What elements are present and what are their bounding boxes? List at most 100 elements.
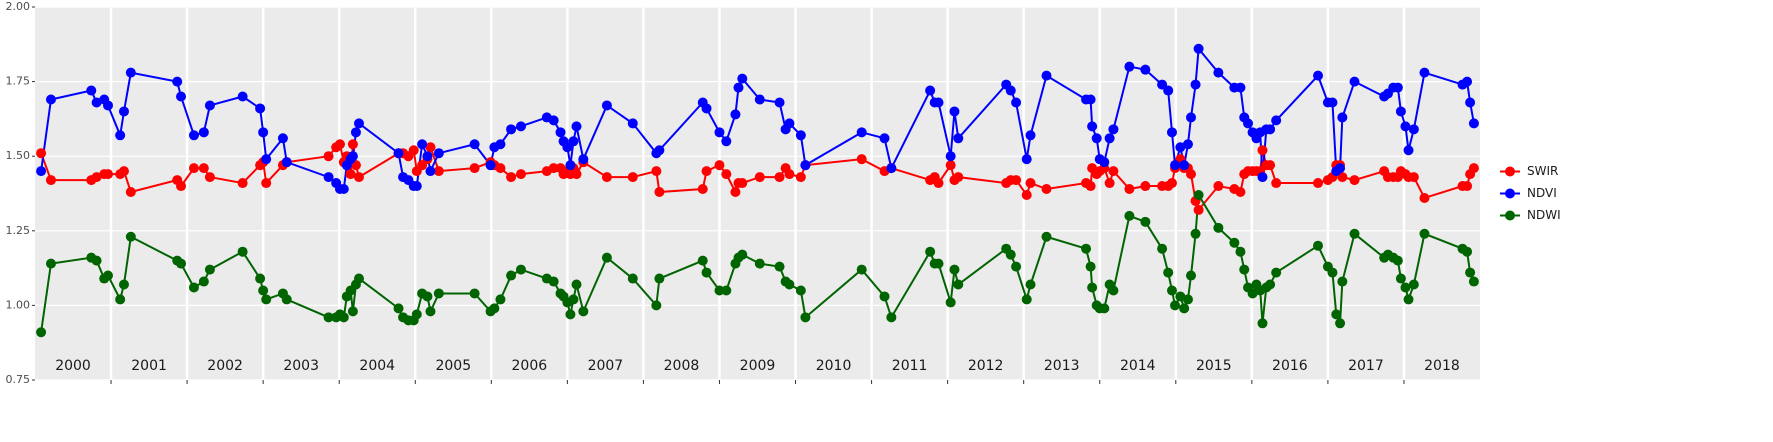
point <box>1021 189 1032 200</box>
point <box>258 285 269 296</box>
point <box>879 133 890 144</box>
point <box>353 273 364 284</box>
point <box>411 309 422 320</box>
point <box>188 163 199 174</box>
point <box>36 148 47 159</box>
x-tick-label: 2018 <box>1424 358 1460 374</box>
point <box>495 294 506 305</box>
point <box>258 127 269 138</box>
point <box>925 246 936 257</box>
point <box>1313 240 1324 251</box>
point <box>1327 267 1338 278</box>
point <box>754 94 765 105</box>
point <box>1170 300 1181 311</box>
point <box>1108 124 1119 135</box>
point <box>198 127 209 138</box>
point <box>261 178 272 189</box>
point <box>1166 285 1177 296</box>
point <box>1005 85 1016 96</box>
point <box>469 163 480 174</box>
point <box>1179 160 1190 171</box>
point <box>1186 169 1196 180</box>
point <box>237 178 248 189</box>
point <box>1327 97 1338 108</box>
point <box>601 100 612 111</box>
point <box>1349 228 1360 239</box>
point <box>754 258 765 269</box>
point <box>323 172 334 183</box>
point <box>953 133 964 144</box>
point <box>125 67 136 78</box>
point <box>1400 282 1411 293</box>
point <box>45 175 56 186</box>
point <box>571 169 582 180</box>
point <box>1166 178 1177 189</box>
point <box>1468 118 1479 129</box>
point <box>945 151 956 162</box>
point <box>737 249 748 260</box>
point <box>103 270 114 281</box>
point <box>237 91 248 102</box>
point <box>261 154 272 165</box>
point <box>91 255 102 266</box>
point <box>714 285 725 296</box>
point <box>204 172 215 183</box>
point <box>651 166 662 177</box>
point <box>730 187 741 198</box>
point <box>1091 133 1102 144</box>
point <box>1392 255 1403 266</box>
point <box>118 279 129 290</box>
point <box>1179 303 1190 314</box>
point <box>548 163 559 174</box>
point <box>1235 82 1246 93</box>
point <box>347 139 358 150</box>
point <box>261 294 272 305</box>
point <box>1081 243 1092 254</box>
point <box>1419 228 1430 239</box>
point <box>198 276 209 287</box>
point <box>1462 181 1473 192</box>
point <box>506 124 517 135</box>
point <box>1124 210 1135 221</box>
point <box>1190 79 1201 90</box>
point <box>1257 318 1268 329</box>
y-tick-label: 1.50 <box>6 149 31 162</box>
point <box>469 288 480 299</box>
point <box>469 139 480 150</box>
point <box>774 97 785 108</box>
point <box>714 127 725 138</box>
point <box>601 252 612 263</box>
point <box>1124 61 1135 72</box>
point <box>651 300 662 311</box>
point <box>571 279 582 290</box>
point <box>701 267 712 278</box>
point <box>1025 178 1036 189</box>
point <box>411 181 422 192</box>
point <box>795 285 806 296</box>
point <box>255 103 266 114</box>
point <box>45 94 56 105</box>
point <box>949 264 960 275</box>
point <box>1229 237 1240 248</box>
x-tick-label: 2013 <box>1044 358 1080 374</box>
x-tick-label: 2001 <box>131 358 167 374</box>
point <box>548 115 559 126</box>
point <box>933 178 944 189</box>
point <box>1408 172 1419 183</box>
point <box>754 172 765 183</box>
x-tick-label: 2012 <box>968 358 1004 374</box>
point <box>489 303 500 314</box>
point <box>1257 172 1268 183</box>
point <box>1085 94 1096 105</box>
point <box>115 294 126 305</box>
point <box>91 97 102 108</box>
point <box>1468 276 1479 287</box>
point <box>323 312 334 323</box>
x-tick-label: 2005 <box>435 358 471 374</box>
point <box>1337 276 1348 287</box>
point <box>1186 270 1196 281</box>
point <box>198 163 209 174</box>
point <box>45 258 56 269</box>
point <box>721 136 732 147</box>
